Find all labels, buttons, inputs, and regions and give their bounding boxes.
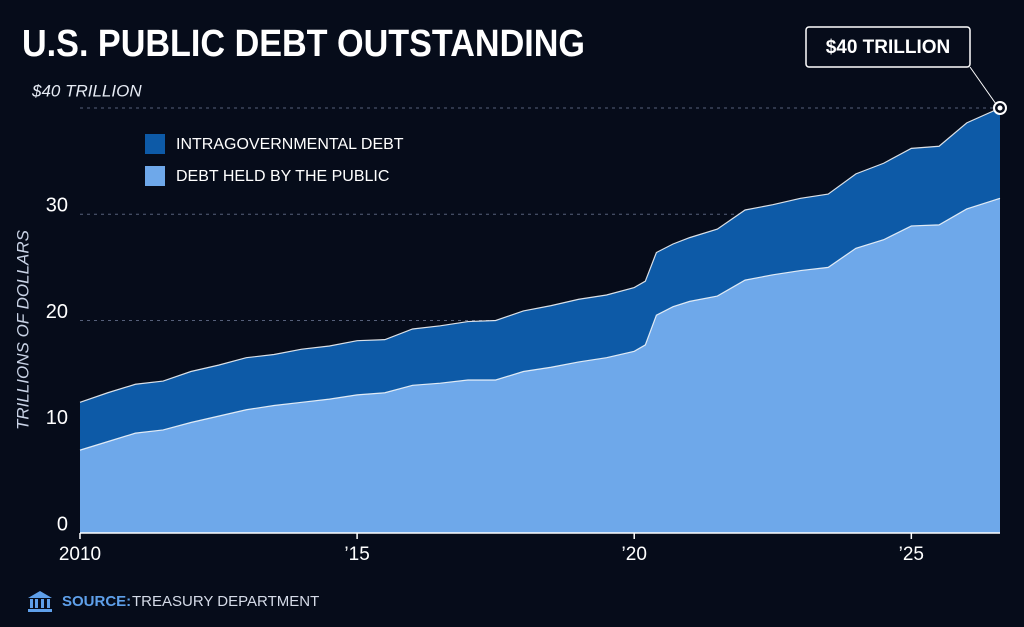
source-label: SOURCE: (62, 593, 131, 610)
legend-swatch (145, 166, 165, 186)
y-axis-label: TRILLIONS OF DOLLARS (13, 229, 32, 430)
bank-icon (28, 591, 52, 612)
y-tick-label: $40 TRILLION (31, 81, 142, 100)
y-tick-label: 10 (46, 407, 68, 429)
callout-box (805, 26, 971, 68)
y-tick-label: 20 (46, 301, 68, 323)
callout-line (969, 66, 997, 105)
chart-title: U.S. PUBLIC DEBT OUTSTANDING (22, 23, 585, 65)
x-tick-label: ’25 (899, 544, 924, 565)
callout-text: $40 TRILLION (826, 37, 951, 58)
end-point-dot (997, 105, 1003, 111)
area (80, 198, 1000, 533)
source: SOURCE: TREASURY DEPARTMENT (28, 591, 319, 612)
area (80, 108, 1000, 451)
x-tick-label: 2010 (59, 544, 101, 565)
legend-label: INTRAGOVERNMENTAL DEBT (176, 136, 404, 153)
x-tick-label: ’15 (344, 544, 369, 565)
area-edge (79, 197, 1001, 451)
legend-swatch (145, 134, 165, 154)
y-tick-label: 30 (46, 195, 68, 217)
legend-label: DEBT HELD BY THE PUBLIC (176, 168, 389, 185)
source-text: TREASURY DEPARTMENT (132, 593, 319, 610)
x-tick-label: ’20 (622, 544, 647, 565)
y-tick-label: 0 (57, 513, 68, 535)
area-edge (79, 107, 1001, 403)
